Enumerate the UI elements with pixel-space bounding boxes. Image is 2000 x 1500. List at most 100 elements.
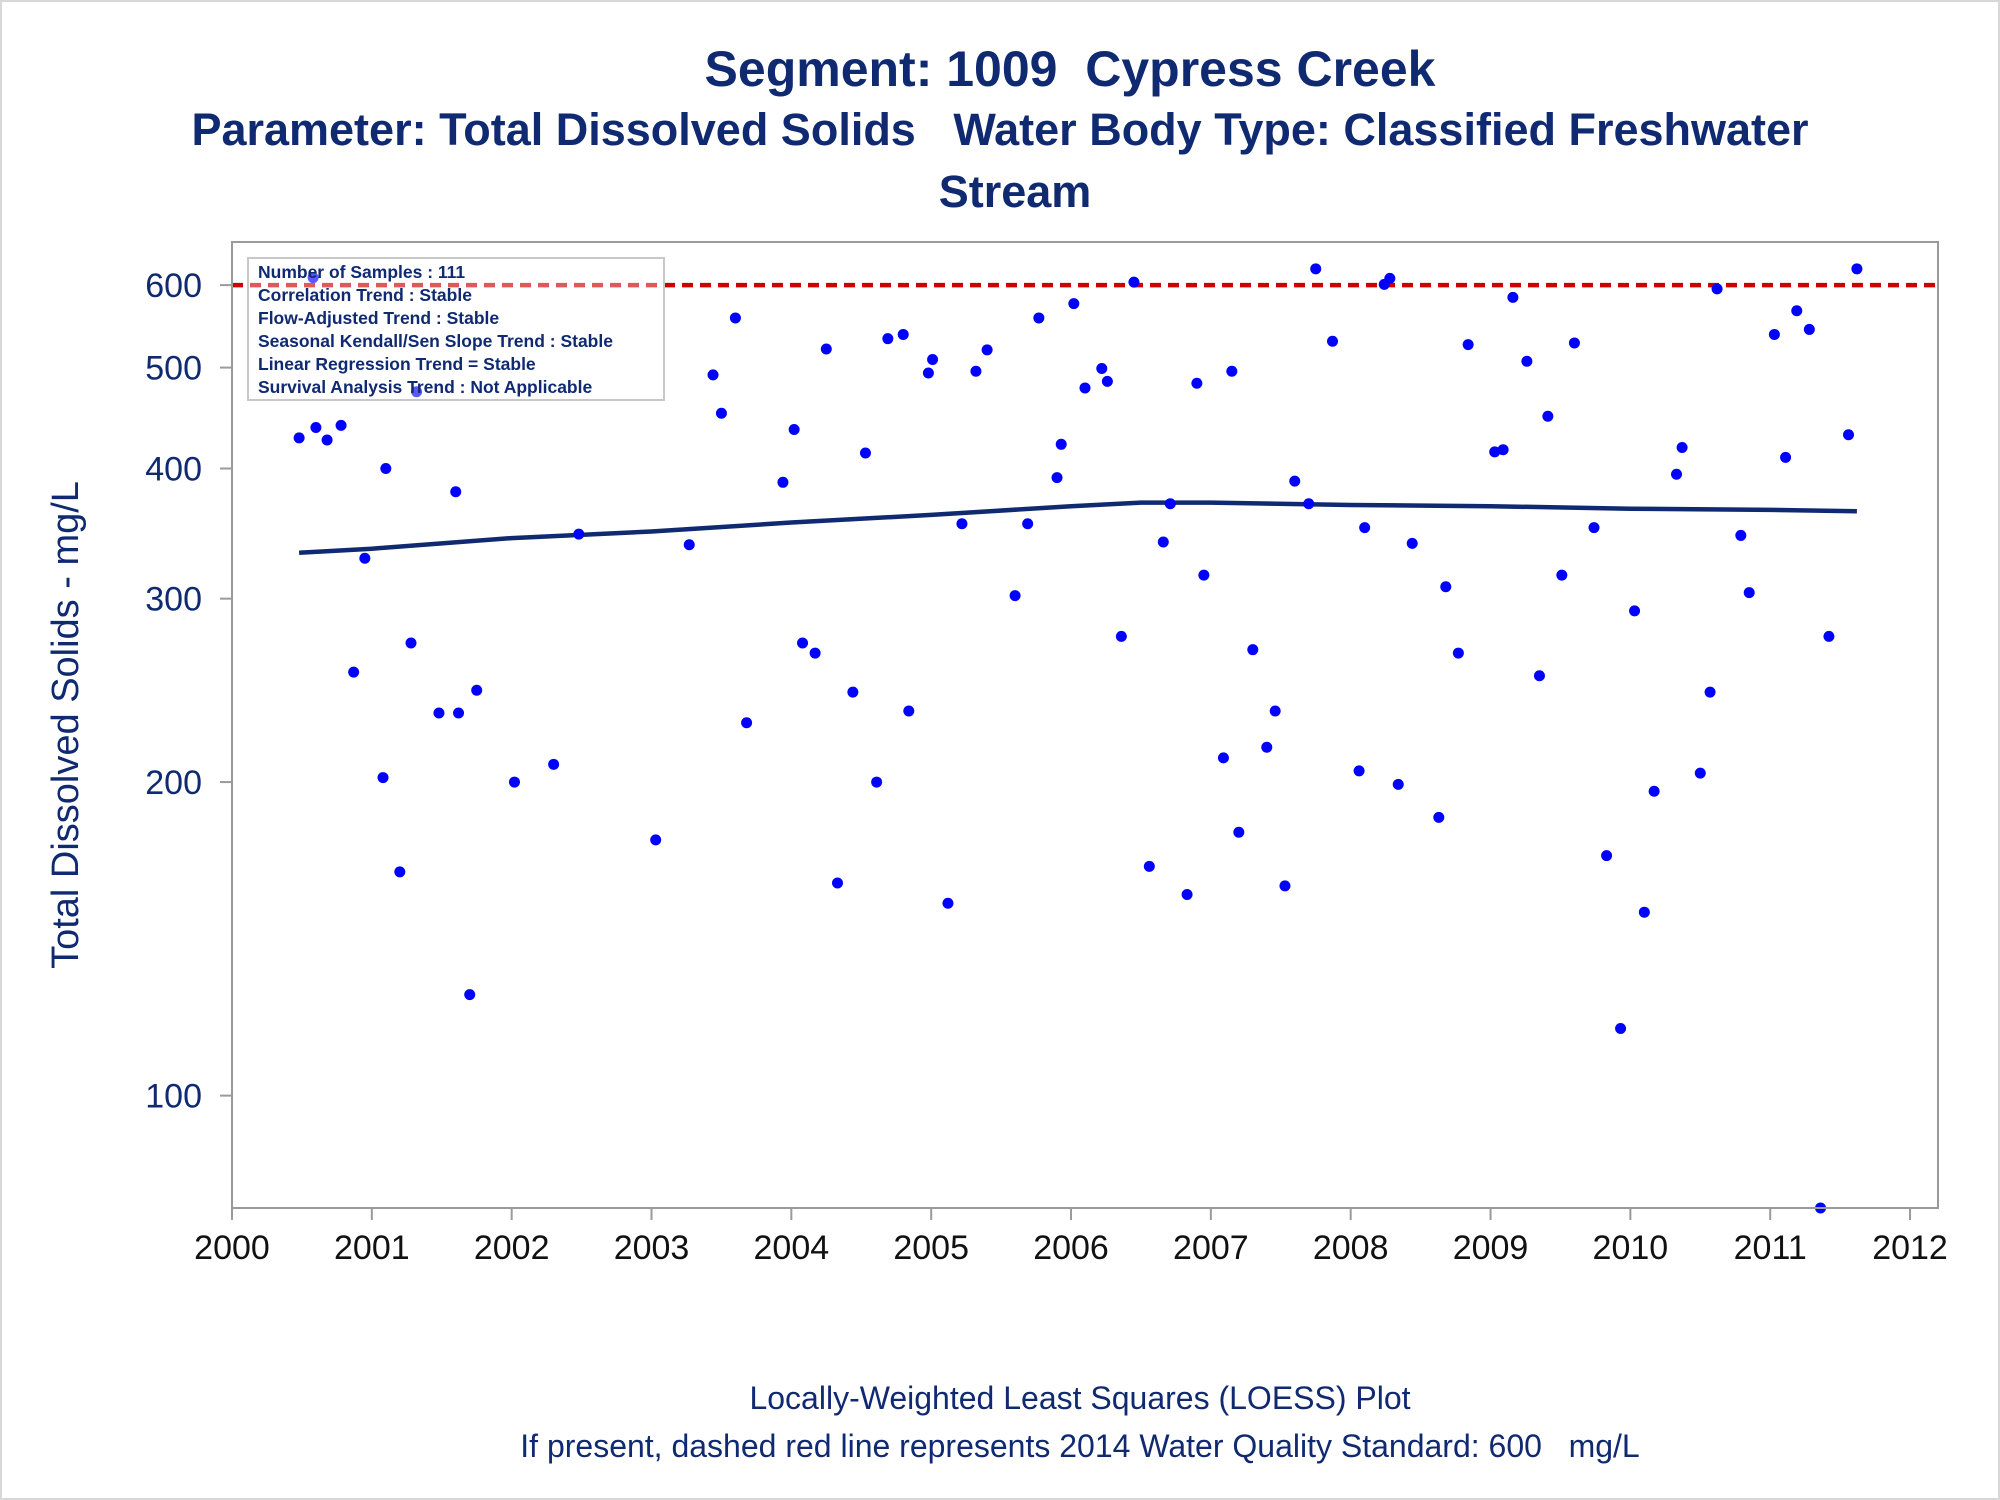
- data-point: [380, 463, 392, 475]
- data-point: [903, 705, 915, 717]
- data-point: [1638, 906, 1650, 918]
- data-point: [1851, 263, 1863, 275]
- x-tick-label: 2012: [1872, 1229, 1948, 1267]
- footnote-loess: Locally-Weighted Least Squares (LOESS) P…: [749, 1380, 1411, 1416]
- x-tick-label: 2000: [194, 1229, 270, 1267]
- data-point: [433, 707, 445, 719]
- data-point: [1671, 468, 1683, 480]
- data-point: [1009, 590, 1021, 602]
- data-point: [1433, 811, 1445, 823]
- data-point: [1115, 630, 1127, 642]
- legend-line: Correlation Trend : Stable: [258, 285, 472, 305]
- data-point: [1289, 475, 1301, 487]
- data-point: [1353, 765, 1365, 777]
- data-point: [377, 772, 389, 784]
- plot-area-border: [231, 241, 1939, 1209]
- data-point: [927, 354, 939, 366]
- data-point: [897, 328, 909, 340]
- data-point: [1676, 442, 1688, 454]
- data-point: [1359, 522, 1371, 534]
- data-point: [1743, 587, 1755, 599]
- data-point: [471, 684, 483, 696]
- data-point: [1217, 752, 1229, 764]
- chart-title: Segment: 1009 Cypress Creek: [704, 41, 1436, 97]
- x-tick-label: 2005: [893, 1229, 969, 1267]
- data-point: [1521, 355, 1533, 367]
- data-point: [1384, 272, 1396, 284]
- x-tick-label: 2006: [1033, 1229, 1109, 1267]
- x-tick-label: 2003: [614, 1229, 690, 1267]
- x-tick-label: 2011: [1734, 1229, 1807, 1267]
- data-point: [831, 877, 843, 889]
- data-point: [335, 419, 347, 431]
- data-point: [411, 386, 423, 398]
- data-point: [859, 447, 871, 459]
- data-point: [956, 518, 968, 530]
- legend-box: [247, 257, 665, 401]
- data-point: [573, 528, 585, 540]
- axes-layer: 2000 2001 2002 2003 2004 2005 2006 2007 2008 2009…: [45, 241, 1948, 1267]
- x-tick-label: 2008: [1313, 1229, 1389, 1267]
- x-tick-label: 2001: [334, 1229, 410, 1267]
- legend-line: Linear Regression Trend = Stable: [258, 354, 536, 374]
- legend-box-layer: Number of Samples : 111 Correlation Trend…: [247, 257, 665, 401]
- data-point: [1101, 375, 1113, 387]
- data-point: [729, 312, 741, 324]
- data-point: [882, 333, 894, 345]
- data-point: [1823, 630, 1835, 642]
- data-point: [1033, 312, 1045, 324]
- data-point: [1648, 785, 1660, 797]
- data-point: [707, 369, 719, 381]
- data-point: [1327, 335, 1339, 347]
- data-point: [847, 686, 859, 698]
- footnote-standard: If present, dashed red line represents 2…: [520, 1428, 1640, 1464]
- data-point: [321, 434, 333, 446]
- data-point: [788, 424, 800, 436]
- data-point: [1704, 686, 1716, 698]
- data-point: [1568, 337, 1580, 349]
- data-point: [453, 707, 465, 719]
- data-point: [1556, 569, 1568, 581]
- data-point: [450, 486, 462, 498]
- data-point: [820, 343, 832, 355]
- data-point: [464, 989, 476, 1001]
- data-point: [1226, 365, 1238, 377]
- data-point: [1791, 305, 1803, 317]
- data-point: [1497, 444, 1509, 456]
- x-tick-label: 2002: [474, 1229, 550, 1267]
- legend-line: Seasonal Kendall/Sen Slope Trend : Stabl…: [258, 331, 613, 351]
- x-tick-label: 2004: [754, 1229, 830, 1267]
- data-point: [1533, 670, 1545, 682]
- data-point: [548, 758, 560, 770]
- data-point: [1261, 741, 1273, 753]
- data-point: [1143, 860, 1155, 872]
- loess-curve: [298, 500, 1857, 556]
- data-point: [1542, 410, 1554, 422]
- data-point: [1068, 298, 1080, 310]
- data-point: [405, 637, 417, 649]
- y-tick-label: 200: [145, 764, 202, 802]
- y-tick-label: 400: [145, 451, 202, 489]
- y-tick-label: 600: [145, 267, 202, 305]
- data-point: [1096, 362, 1108, 374]
- data-point: [942, 897, 954, 909]
- data-point: [981, 344, 993, 356]
- data-point: [922, 367, 934, 379]
- points-layer: [293, 263, 1863, 1214]
- data-point: [293, 432, 305, 444]
- y-tick-label: 500: [145, 350, 202, 388]
- data-point: [508, 776, 520, 788]
- y-axis-label: Total Dissolved Solids - mg/L: [45, 481, 87, 969]
- data-point: [1079, 382, 1091, 394]
- data-point: [650, 834, 662, 846]
- chart-subtitle-line1: Parameter: Total Dissolved Solids Water …: [191, 104, 1809, 155]
- data-point: [777, 476, 789, 488]
- data-point: [1191, 377, 1203, 389]
- data-point: [1507, 291, 1519, 303]
- data-point: [1164, 498, 1176, 510]
- legend-line: Survival Analysis Trend : Not Applicable: [258, 377, 592, 397]
- data-point: [1406, 537, 1418, 549]
- data-point: [1780, 451, 1792, 463]
- data-point: [359, 552, 371, 564]
- data-point: [1051, 472, 1063, 484]
